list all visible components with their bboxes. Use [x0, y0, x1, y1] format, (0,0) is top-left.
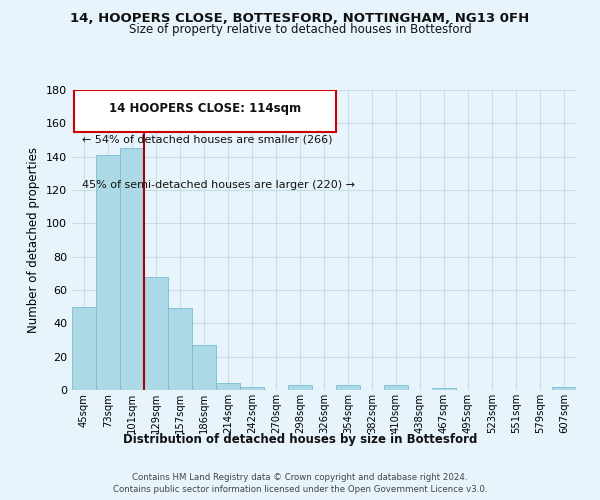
Text: 14, HOOPERS CLOSE, BOTTESFORD, NOTTINGHAM, NG13 0FH: 14, HOOPERS CLOSE, BOTTESFORD, NOTTINGHA…	[70, 12, 530, 26]
Y-axis label: Number of detached properties: Number of detached properties	[28, 147, 40, 333]
Text: Contains HM Land Registry data © Crown copyright and database right 2024.: Contains HM Land Registry data © Crown c…	[132, 472, 468, 482]
Bar	[552, 386, 576, 390]
Bar	[288, 385, 312, 390]
Bar	[192, 345, 216, 390]
Bar	[72, 306, 96, 390]
Text: 14 HOOPERS CLOSE: 114sqm: 14 HOOPERS CLOSE: 114sqm	[109, 102, 301, 115]
Bar	[216, 384, 240, 390]
Bar	[384, 385, 408, 390]
Text: Contains public sector information licensed under the Open Government Licence v3: Contains public sector information licen…	[113, 485, 487, 494]
Bar	[120, 148, 144, 390]
FancyBboxPatch shape	[74, 90, 336, 132]
Text: 45% of semi-detached houses are larger (220) →: 45% of semi-detached houses are larger (…	[82, 180, 355, 190]
Text: Distribution of detached houses by size in Bottesford: Distribution of detached houses by size …	[123, 432, 477, 446]
Bar	[432, 388, 456, 390]
Bar	[168, 308, 192, 390]
Text: ← 54% of detached houses are smaller (266): ← 54% of detached houses are smaller (26…	[82, 135, 332, 145]
Bar	[240, 386, 264, 390]
Bar	[144, 276, 168, 390]
Text: Size of property relative to detached houses in Bottesford: Size of property relative to detached ho…	[128, 22, 472, 36]
Bar	[336, 385, 360, 390]
Bar	[96, 155, 120, 390]
